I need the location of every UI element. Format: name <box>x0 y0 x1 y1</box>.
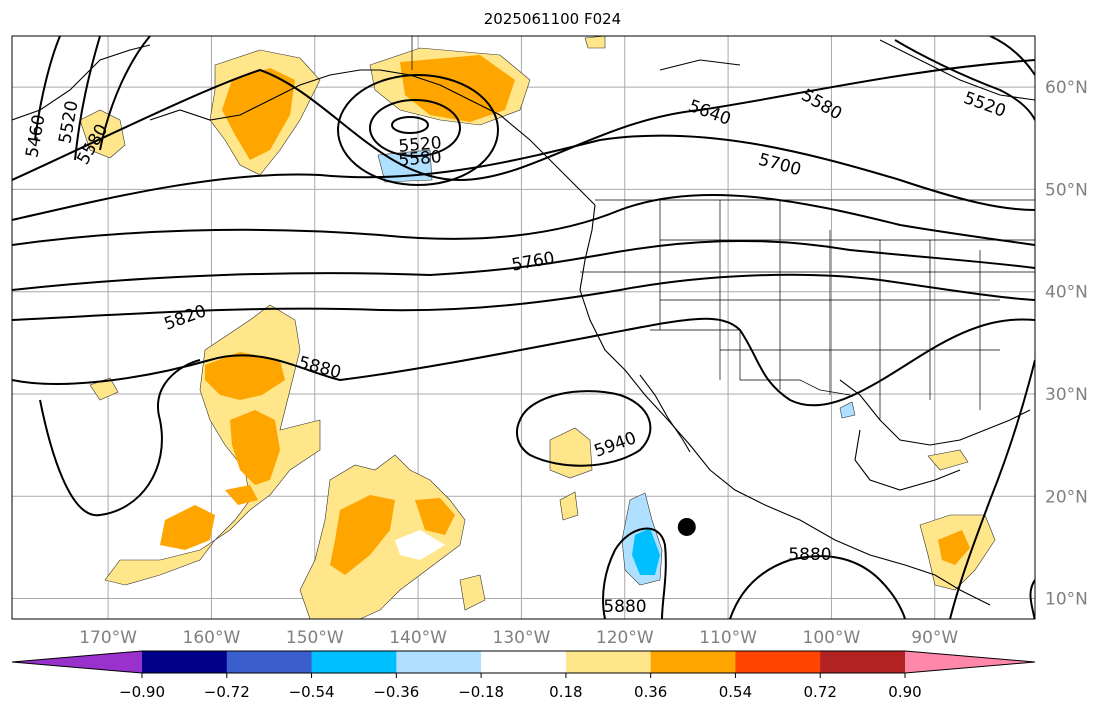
latitude-label: 20°N <box>1045 487 1088 507</box>
latitude-label: 10°N <box>1045 590 1088 610</box>
longitude-label: 140°W <box>389 628 447 648</box>
height-contours <box>12 36 1035 619</box>
contour-label: 5520 <box>398 133 443 157</box>
latitude-label: 30°N <box>1045 385 1088 405</box>
colorbar-swatch <box>820 651 906 673</box>
map-border <box>11 35 1036 620</box>
latitude-labels: 60°N 50°N 40°N 30°N 20°N 10°N <box>1045 78 1088 609</box>
shaded-anomalies <box>79 36 996 619</box>
colorbar-tick-label: −0.54 <box>289 683 335 701</box>
contour-label: 5880 <box>603 597 646 617</box>
colorbar-swatch <box>226 651 313 673</box>
colorbar-tick-label: 0.72 <box>804 683 837 701</box>
colorbar-tick-label: −0.36 <box>373 683 419 701</box>
colorbar: −0.90 −0.72 −0.54 −0.36 −0.18 0.18 0.36 0.54 0.7… <box>11 650 1036 701</box>
contour-label: 5880 <box>788 545 831 565</box>
storm-position-marker <box>677 517 696 536</box>
colorbar-tick-label: 0.90 <box>888 683 921 701</box>
colorbar-tick-label: −0.90 <box>119 683 165 701</box>
colorbar-swatch <box>735 651 821 673</box>
colorbar-tick-label: −0.72 <box>204 683 250 701</box>
colorbar-swatch <box>481 651 567 673</box>
longitude-label: 110°W <box>699 628 757 648</box>
colorbar-swatch <box>650 651 736 673</box>
colorbar-tick-label: 0.36 <box>634 683 667 701</box>
colorbar-extend-low <box>12 651 142 673</box>
colorbar-tick-label: −0.18 <box>458 683 504 701</box>
colorbar-swatch <box>311 651 397 673</box>
longitude-label: 130°W <box>493 628 551 648</box>
longitude-label: 150°W <box>286 628 344 648</box>
latitude-label: 60°N <box>1045 78 1088 98</box>
colorbar-tick-label: 0.54 <box>719 683 752 701</box>
colorbar-swatch <box>565 651 652 673</box>
longitude-label: 120°W <box>596 628 654 648</box>
map-title: 2025061100 F024 <box>483 10 622 28</box>
colorbar-extend-high <box>905 651 1035 673</box>
colorbar-swatch <box>396 651 482 673</box>
colorbar-tick-label: 0.18 <box>549 683 582 701</box>
longitude-label: 100°W <box>803 628 861 648</box>
longitude-label: 170°W <box>79 628 137 648</box>
latitude-label: 50°N <box>1045 180 1088 200</box>
contour-label: 5580 <box>398 147 443 171</box>
colorbar-swatch <box>142 651 228 673</box>
longitude-label: 160°W <box>183 628 241 648</box>
longitude-label: 90°W <box>911 628 958 648</box>
longitude-labels: 170°W 160°W 150°W 140°W 130°W 120°W 110°W 100°W… <box>79 628 958 648</box>
latitude-label: 40°N <box>1045 283 1088 303</box>
political-borders <box>411 36 1035 420</box>
